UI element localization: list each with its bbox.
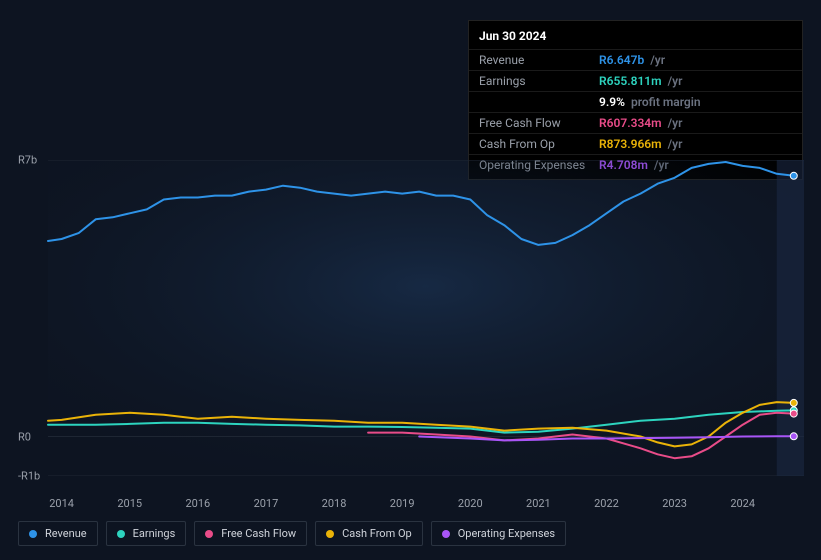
tooltip-row: Free Cash Flow R607.334m /yr (469, 112, 802, 133)
legend-label: Revenue (45, 527, 87, 540)
tooltip-label: Free Cash Flow (479, 116, 591, 130)
x-tick-label: 2017 (254, 497, 279, 510)
chart-tooltip: Jun 30 2024 Revenue R6.647b /yr Earnings R6… (468, 20, 803, 180)
legend-swatch (326, 530, 334, 538)
legend-swatch (205, 530, 213, 538)
legend-label: Operating Expenses (458, 527, 555, 540)
x-tick-label: 2015 (117, 497, 142, 510)
tooltip-value: R6.647b /yr (599, 53, 665, 67)
legend-label: Earnings (133, 527, 176, 540)
tooltip-label: Revenue (479, 53, 591, 67)
x-tick-label: 2024 (730, 497, 755, 510)
tooltip-value: 9.9% profit margin (599, 95, 701, 109)
legend-item-operating-expenses[interactable]: Operating Expenses (431, 521, 566, 546)
legend-swatch (117, 530, 125, 538)
legend-item-free-cash-flow[interactable]: Free Cash Flow (194, 521, 307, 546)
x-tick-label: 2014 (49, 497, 74, 510)
x-tick-label: 2020 (458, 497, 483, 510)
tooltip-value: R655.811m /yr (599, 74, 682, 88)
x-tick-label: 2019 (390, 497, 415, 510)
x-tick-label: 2021 (526, 497, 551, 510)
tooltip-unit: /yr (650, 53, 665, 67)
tooltip-label (479, 95, 591, 109)
tooltip-unit: /yr (668, 74, 683, 88)
y-tick-label: -R1b (18, 470, 40, 483)
tooltip-value: R607.334m /yr (599, 116, 682, 130)
tooltip-unit: profit margin (631, 95, 701, 109)
y-tick-label: R0 (18, 430, 31, 443)
legend-label: Free Cash Flow (221, 527, 296, 540)
tooltip-row: Revenue R6.647b /yr (469, 49, 802, 70)
legend-swatch (442, 530, 450, 538)
x-tick-label: 2016 (185, 497, 210, 510)
tooltip-row: 9.9% profit margin (469, 91, 802, 112)
chart-legend: Revenue Earnings Free Cash Flow Cash From O… (18, 521, 566, 546)
chart-container: Jun 30 2024 Revenue R6.647b /yr Earnings R6… (0, 0, 821, 560)
legend-swatch (29, 530, 37, 538)
tooltip-date: Jun 30 2024 (469, 25, 802, 49)
tooltip-row: Earnings R655.811m /yr (469, 70, 802, 91)
legend-item-revenue[interactable]: Revenue (18, 521, 98, 546)
x-tick-label: 2018 (322, 497, 347, 510)
legend-label: Cash From Op (342, 527, 412, 540)
tooltip-unit: /yr (668, 137, 683, 151)
x-tick-label: 2023 (662, 497, 687, 510)
tooltip-value: R873.966m /yr (599, 137, 682, 151)
tooltip-unit: /yr (668, 116, 683, 130)
tooltip-label: Earnings (479, 74, 591, 88)
y-tick-label: R7b (18, 154, 37, 167)
legend-item-cash-from-op[interactable]: Cash From Op (315, 521, 423, 546)
tooltip-row: Cash From Op R873.966m /yr (469, 133, 802, 154)
x-tick-label: 2022 (594, 497, 619, 510)
tooltip-label: Cash From Op (479, 137, 591, 151)
chart-plot[interactable] (0, 160, 821, 476)
legend-item-earnings[interactable]: Earnings (106, 521, 187, 546)
